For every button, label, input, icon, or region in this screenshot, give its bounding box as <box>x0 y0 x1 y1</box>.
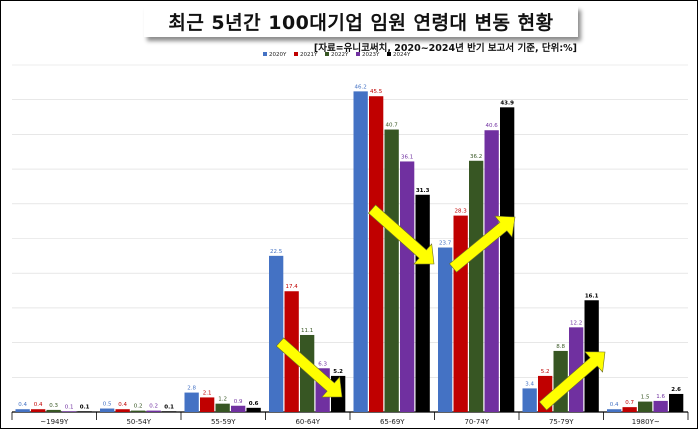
data-label: 1.2 <box>218 397 227 403</box>
bar-2022Y-70-74Y <box>469 160 484 412</box>
data-label: 16.1 <box>585 293 599 299</box>
legend-label-2023Y: 2023Y <box>362 52 380 58</box>
bar-2024Y-50-54Y <box>162 411 177 412</box>
data-label: 23.7 <box>439 241 452 247</box>
data-label: 0.2 <box>134 404 143 410</box>
trend-arrow-up-70-74Y <box>449 215 516 273</box>
bar-2020Y-50-54Y <box>100 408 115 412</box>
data-label: 2.6 <box>671 387 681 393</box>
legend-swatch-2020Y <box>263 52 267 56</box>
bar-2023Y-65-69Y <box>400 161 415 412</box>
trend-arrow-down-65-69Y <box>367 204 435 265</box>
data-label: 8.8 <box>556 344 565 350</box>
bar-2021Y-50-54Y <box>115 409 130 412</box>
category-label-~1949Y: ~1949Y <box>40 418 69 426</box>
data-label: 46.2 <box>355 84 367 90</box>
data-label: 0.6 <box>249 401 259 407</box>
data-label: 0.4 <box>610 402 619 408</box>
data-label: 0.3 <box>49 403 58 409</box>
bar-2024Y-~1949Y <box>77 411 92 412</box>
data-label: 11.1 <box>301 328 313 334</box>
trend-arrow-down-60-64Y <box>275 337 343 398</box>
data-label: 45.5 <box>370 89 383 95</box>
bar-2020Y-60-64Y <box>269 255 284 412</box>
bar-2022Y-1980Y~ <box>638 401 653 412</box>
data-label: 36.2 <box>470 154 482 160</box>
legend-label-2021Y: 2021Y <box>300 52 318 58</box>
legend-swatch-2023Y <box>356 52 360 56</box>
data-label: 22.5 <box>270 249 283 255</box>
data-label: 17.4 <box>286 284 299 290</box>
data-label: 31.3 <box>416 188 430 194</box>
category-label-65-69Y: 65-69Y <box>380 418 405 426</box>
bar-2023Y-1980Y~ <box>653 400 668 412</box>
data-label: 0.4 <box>118 402 127 408</box>
data-label: 40.6 <box>486 123 499 129</box>
bar-2023Y-~1949Y <box>62 411 77 412</box>
bar-2022Y-50-54Y <box>131 410 146 412</box>
bar-2022Y-55-59Y <box>215 403 230 412</box>
bar-2023Y-70-74Y <box>484 130 499 412</box>
data-label: 0.1 <box>80 404 90 410</box>
bar-2021Y-65-69Y <box>369 96 384 412</box>
data-label: 40.7 <box>386 123 399 129</box>
bar-2023Y-55-59Y <box>231 405 246 412</box>
chart-subtitle: [자료=유니코써치, 2020~2024년 반기 보고서 기준, 단위:%] <box>313 43 577 54</box>
legend-label-2024Y: 2024Y <box>393 52 411 58</box>
data-label: 0.4 <box>34 402 43 408</box>
data-label: 12.2 <box>570 320 582 326</box>
data-label: 43.9 <box>500 100 514 106</box>
bar-2024Y-1980Y~ <box>669 393 684 412</box>
data-label: 0.1 <box>164 404 174 410</box>
bar-2021Y-~1949Y <box>31 409 46 412</box>
data-label: 0.5 <box>103 402 112 408</box>
data-label: 0.1 <box>65 404 74 410</box>
title-box: 최근 5년간 100대기업 임원 연령대 변동 현황 <box>144 6 578 37</box>
bar-2020Y-55-59Y <box>184 392 199 412</box>
bar-2024Y-55-59Y <box>246 407 261 412</box>
category-label-70-74Y: 70-74Y <box>464 418 489 426</box>
chart-title: 최근 5년간 100대기업 임원 연령대 변동 현황 <box>168 12 554 34</box>
legend-label-2020Y: 2020Y <box>269 52 287 58</box>
data-label: 0.4 <box>18 402 27 408</box>
bar-2020Y-75-79Y <box>522 388 537 412</box>
trend-arrow-up-75-79Y <box>538 351 606 411</box>
data-label: 36.1 <box>401 154 413 160</box>
data-label: 0.7 <box>625 400 634 406</box>
legend-swatch-2021Y <box>294 52 298 56</box>
legend-label-2022Y: 2022Y <box>331 52 349 58</box>
data-label: 6.3 <box>318 361 327 367</box>
bar-2021Y-55-59Y <box>200 397 215 412</box>
category-label-50-54Y: 50-54Y <box>126 418 151 426</box>
bar-2022Y-65-69Y <box>384 129 399 413</box>
legend-swatch-2022Y <box>325 52 329 56</box>
legend-swatch-2024Y <box>387 52 391 56</box>
data-label: 1.6 <box>656 394 665 400</box>
bar-2020Y-1980Y~ <box>607 409 622 412</box>
data-label: 5.2 <box>333 369 343 375</box>
data-label: 2.8 <box>187 386 196 392</box>
bar-2024Y-65-69Y <box>415 194 430 412</box>
bar-2020Y-70-74Y <box>438 247 453 412</box>
category-label-60-64Y: 60-64Y <box>295 418 320 426</box>
bar-2020Y-65-69Y <box>353 91 368 412</box>
category-label-55-59Y: 55-59Y <box>211 418 236 426</box>
data-label: 3.4 <box>525 381 534 387</box>
bar-2021Y-1980Y~ <box>622 407 637 412</box>
data-label: 2.1 <box>203 390 212 396</box>
category-label-75-79Y: 75-79Y <box>549 418 574 426</box>
bar-2022Y-~1949Y <box>46 409 61 412</box>
data-label: 0.9 <box>234 399 243 405</box>
bar-2020Y-~1949Y <box>15 409 30 412</box>
data-label: 1.5 <box>641 395 650 401</box>
bar-2021Y-70-74Y <box>453 215 468 412</box>
data-label: 5.2 <box>541 369 550 375</box>
category-label-1980Y~: 1980Y~ <box>632 418 660 426</box>
data-label: 28.3 <box>455 209 468 215</box>
bar-2024Y-70-74Y <box>500 107 515 413</box>
data-label: 0.2 <box>149 404 158 410</box>
bar-2023Y-50-54Y <box>146 410 161 412</box>
